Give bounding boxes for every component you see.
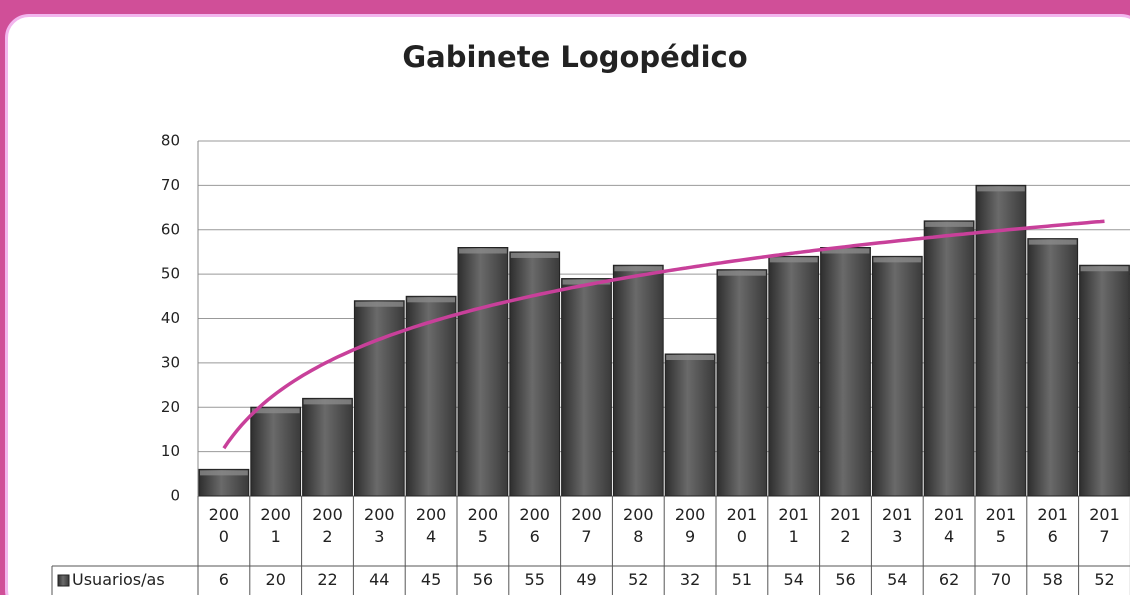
legend-key [57,574,70,587]
bar-bevel [562,279,611,285]
bar-bevel [200,470,248,476]
bar [975,184,1027,497]
bar [871,255,923,497]
x-tick-label: 2007 [571,505,602,546]
x-tick-label: 2006 [519,505,550,546]
bar-bevel [925,221,973,227]
bar-bevel [251,408,300,414]
bar [250,406,302,497]
y-tick-label: 0 [170,487,180,505]
x-tick-label: 2004 [415,505,447,546]
x-tick-label: 2008 [623,505,654,546]
x-tick-label: 2005 [467,505,499,546]
bar-bevel [977,186,1025,192]
table-value: 32 [679,570,701,589]
table-value: 56 [835,570,856,589]
bar [612,264,664,497]
bar [716,269,768,497]
table-value: 54 [783,570,804,589]
bar-bevel [459,248,507,254]
y-tick-label: 50 [161,265,180,283]
bar-bevel [821,248,870,254]
table-value: 44 [369,570,390,589]
x-tick-label: 2009 [674,505,706,546]
bar [1027,238,1079,497]
bar [509,251,561,497]
bar [302,397,353,497]
bar-bevel [666,355,714,360]
table-value: 54 [887,570,908,589]
x-tick-label: 2001 [260,505,291,546]
bar [820,247,871,497]
x-tick-label: 2013 [882,505,913,546]
bar [664,353,716,497]
chart-title: Gabinete Logopédico [402,40,748,74]
table-value: 49 [576,570,597,589]
x-tick-label: 2017 [1089,505,1120,546]
table-value: 45 [420,570,442,589]
y-tick-label: 70 [161,176,180,194]
x-tick-label: 2012 [830,505,861,546]
bar-bevel [614,266,663,272]
bar [405,295,457,497]
x-tick-label: 2016 [1037,505,1068,546]
bar [923,220,975,497]
table-value: 52 [628,570,649,589]
table-value: 6 [218,570,229,589]
table-value: 55 [524,570,545,589]
y-tick-label: 10 [161,442,180,460]
table-value: 22 [317,570,338,589]
x-tick-label: 2003 [364,505,395,546]
y-tick-label: 40 [161,309,180,327]
bar-bevel [407,297,455,303]
y-tick-label: 60 [161,220,180,238]
legend-label: Usuarios/as [72,570,165,589]
table-value: 62 [938,570,960,589]
table-value: 20 [265,570,286,589]
bar [768,255,820,497]
x-tick-label: 2015 [985,505,1017,546]
bar-bevel [510,252,559,258]
bar-bevel [718,270,766,276]
x-tick-label: 2000 [208,505,240,546]
y-tick-label: 30 [161,353,180,371]
bar [561,278,612,497]
x-tick-label: 2002 [312,505,343,546]
x-tick-label: 2014 [933,505,965,546]
table-value: 70 [990,570,1012,589]
y-tick-label: 20 [161,398,180,416]
bar [457,247,509,497]
bar-bevel [1028,239,1077,245]
trendline [222,219,1105,450]
bar [1079,264,1130,497]
bar-bevel [769,257,818,263]
bar [353,300,405,497]
bar-bevel [355,301,404,307]
table-value: 56 [472,570,494,589]
x-tick-label: 2011 [778,505,809,546]
x-tick-label: 2010 [726,505,758,546]
table-value: 51 [731,570,753,589]
bar-bevel [1080,266,1129,272]
table-value: 52 [1094,570,1115,589]
table-value: 58 [1042,570,1063,589]
bar-bevel [873,257,922,263]
bar-bevel [303,399,352,405]
y-tick-label: 80 [161,132,180,150]
